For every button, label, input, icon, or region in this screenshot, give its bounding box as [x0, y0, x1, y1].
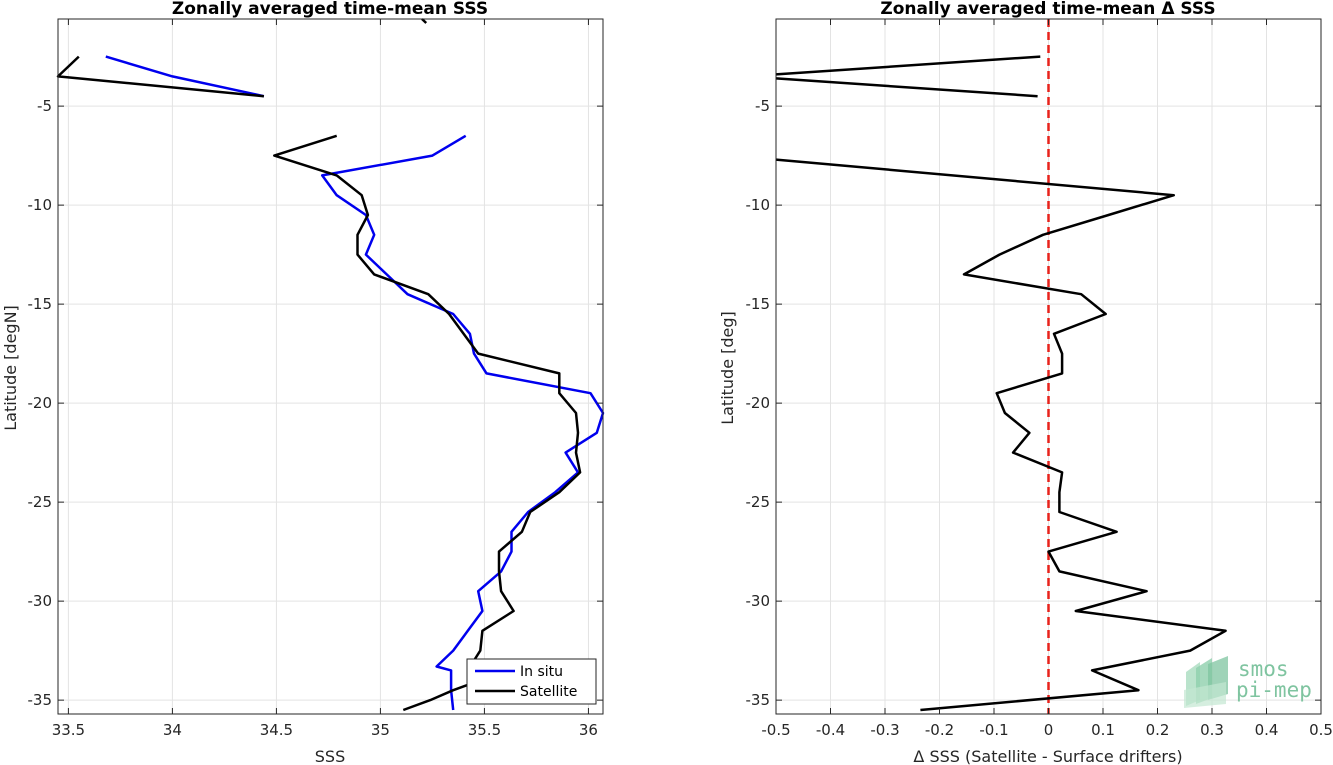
y-tick-label: -25	[28, 493, 53, 511]
axis-ticks: 33.5 34 34.5 35 35.5 36 -35 -30 -25 -20 -15 -10 -5	[28, 19, 603, 739]
delta-sss-panel: -0.5 -0.4 -0.3 -0.2 -0.1 0 0.1 0.2 0.3 0.4 0.5 -35 -…	[718, 0, 1333, 765]
y-tick-label: -15	[28, 295, 53, 313]
legend-label-satellite: Satellite	[520, 684, 577, 700]
y-axis-label: Latitude [deg]	[718, 311, 737, 425]
legend-label-in-situ: In situ	[520, 664, 563, 680]
y-tick-label: -30	[28, 592, 53, 610]
y-tick-label: -10	[746, 196, 771, 214]
x-tick-label: 34.5	[260, 721, 293, 739]
x-tick-label: 0.5	[1309, 721, 1333, 739]
grid	[58, 19, 603, 714]
y-tick-label: -30	[746, 592, 771, 610]
y-axis-label: Latitude [degN]	[1, 305, 20, 431]
y-tick-label: -35	[746, 691, 771, 709]
series-line	[320, 134, 605, 711]
y-tick-label: -5	[37, 97, 52, 115]
y-tick-label: -10	[28, 196, 53, 214]
data-lines	[775, 55, 1227, 712]
legend-box	[466, 658, 597, 705]
x-tick-label: 0	[1044, 721, 1054, 739]
x-tick-label: 0.2	[1146, 721, 1170, 739]
sss-panel: 33.5 34 34.5 35 35.5 36 -35 -30 -25 -20 -15 -10 -5 Z…	[1, 0, 605, 765]
x-tick-label: 36	[579, 721, 598, 739]
x-tick-label: 0.1	[1091, 721, 1115, 739]
series-line	[105, 55, 265, 98]
x-tick-label: 0.4	[1255, 721, 1279, 739]
plot-area	[58, 19, 603, 714]
x-axis-label: Δ SSS (Satellite - Surface drifters)	[913, 747, 1182, 765]
x-tick-label: 35	[371, 721, 390, 739]
x-tick-label: -0.3	[870, 721, 899, 739]
y-tick-label: -25	[746, 493, 771, 511]
axis-ticks: -0.5 -0.4 -0.3 -0.2 -0.1 0 0.1 0.2 0.3 0.4 0.5 -35 -…	[746, 19, 1333, 739]
legend[interactable]: In situ Satellite	[466, 658, 597, 705]
logo-text-smos: smos	[1238, 657, 1289, 681]
y-tick-label: -5	[755, 97, 770, 115]
series-line	[775, 158, 1227, 712]
series-line	[273, 134, 582, 662]
chart-title: Zonally averaged time-mean Δ SSS	[880, 0, 1215, 19]
x-tick-label: 34	[163, 721, 182, 739]
y-tick-label: -20	[28, 394, 53, 412]
x-axis-label: SSS	[315, 747, 345, 765]
series-line	[775, 77, 1038, 98]
y-tick-label: -15	[746, 295, 771, 313]
x-tick-label: -0.2	[925, 721, 954, 739]
y-tick-label: -35	[28, 691, 53, 709]
x-tick-label: -0.4	[816, 721, 845, 739]
logo-mark-icon	[1184, 656, 1228, 708]
x-tick-label: 0.3	[1200, 721, 1224, 739]
series-line	[775, 55, 1041, 76]
x-tick-label: 35.5	[468, 721, 501, 739]
plot-frame	[57, 18, 604, 715]
logo-text-pi-mep: pi-mep	[1236, 678, 1312, 702]
series-line	[421, 18, 428, 24]
y-tick-label: -20	[746, 394, 771, 412]
chart-title: Zonally averaged time-mean SSS	[172, 0, 488, 19]
x-tick-label: -0.5	[761, 721, 790, 739]
smos-pi-mep-logo: smos pi-mep	[1184, 656, 1312, 708]
x-tick-label: -0.1	[979, 721, 1008, 739]
x-tick-label: 33.5	[52, 721, 85, 739]
